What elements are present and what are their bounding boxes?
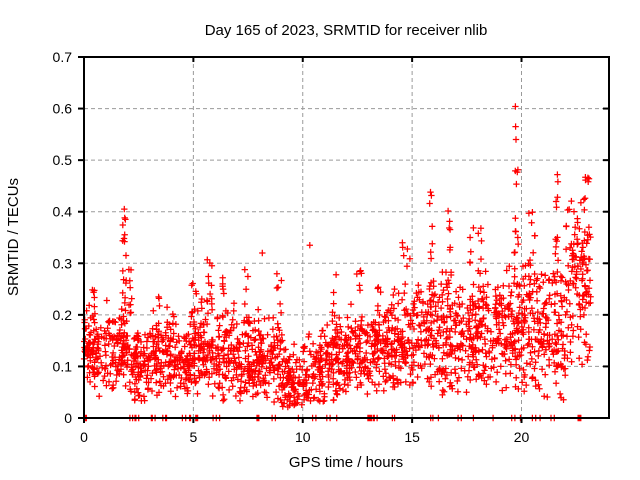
y-tick-label: 0.5 [53, 152, 73, 168]
y-tick-label: 0.6 [53, 101, 73, 117]
grid-lines [84, 57, 609, 418]
x-axis-label: GPS time / hours [289, 454, 403, 471]
tick-labels: 0 0.1 0.2 0.3 0.4 0.5 0.6 0.7 0 5 10 15 20 [53, 49, 530, 445]
y-tick-label: 0.4 [53, 204, 73, 220]
chart-title: Day 165 of 2023, SRMTID for receiver nli… [205, 22, 488, 39]
y-tick-label: 0 [64, 410, 72, 426]
y-tick-label: 0.1 [53, 358, 73, 374]
y-tick-label: 0.7 [53, 49, 73, 65]
x-tick-label: 0 [80, 429, 88, 445]
y-axis-label: SRMTID / TECUs [5, 178, 22, 296]
axes-and-ticks [78, 56, 610, 423]
x-tick-label: 20 [514, 429, 530, 445]
x-tick-label: 10 [295, 429, 311, 445]
data-points [80, 103, 594, 422]
y-tick-label: 0.3 [53, 255, 73, 271]
x-tick-label: 15 [404, 429, 420, 445]
y-tick-label: 0.2 [53, 307, 73, 323]
x-tick-label: 5 [189, 429, 197, 445]
